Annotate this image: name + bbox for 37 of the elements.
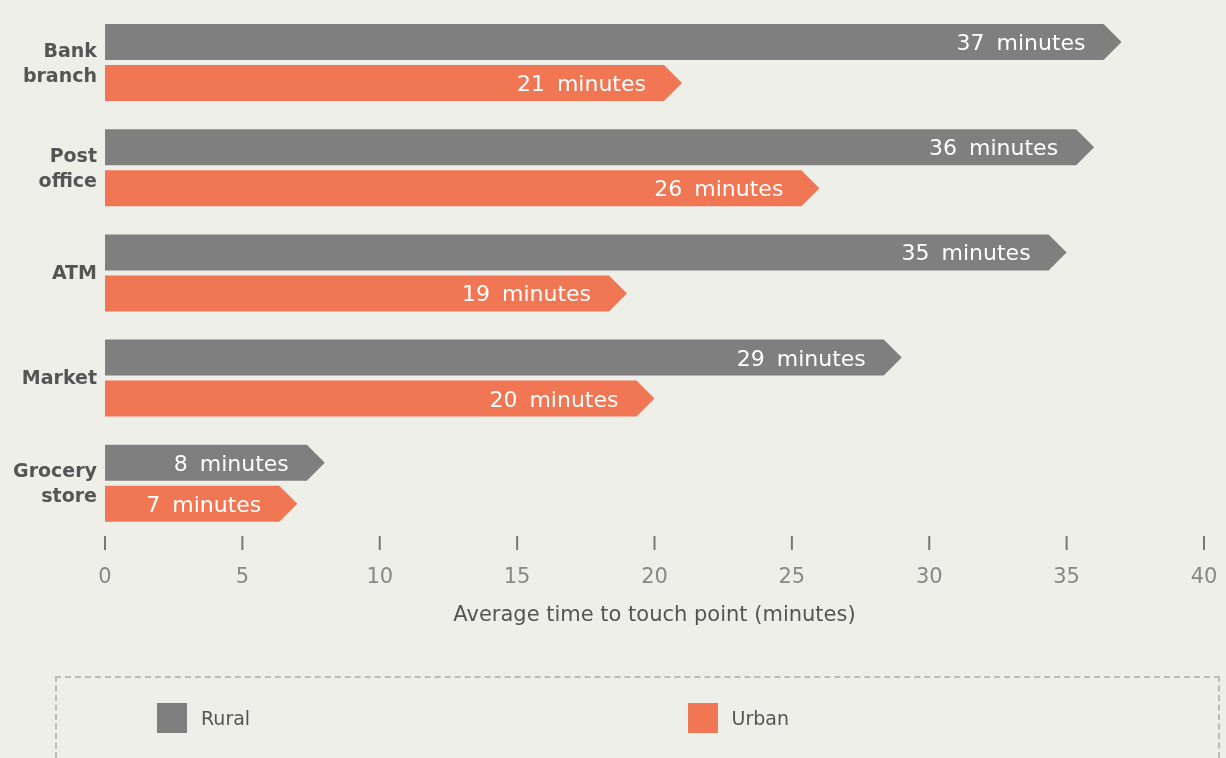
bar — [105, 234, 1067, 271]
legend-label: Rural — [201, 707, 251, 729]
data-label: 36 minutes — [929, 135, 1059, 161]
bar — [105, 24, 1122, 60]
x-tick-label: 5 — [235, 563, 250, 588]
data-label: 21 minutes — [516, 71, 646, 96]
data-label: 8 minutes — [173, 450, 289, 476]
data-label: 37 minutes — [956, 30, 1086, 55]
y-tick-label: Post office — [38, 143, 97, 191]
y-tick-label: Grocery store — [13, 459, 98, 507]
bar — [105, 129, 1095, 166]
data-label: 19 minutes — [461, 281, 592, 307]
y-tick-label: Bank branch — [22, 38, 98, 86]
data-label: 35 minutes — [901, 240, 1031, 266]
bar — [105, 485, 298, 522]
x-tick-label: 30 — [915, 563, 943, 588]
x-tick-label: 25 — [778, 563, 806, 588]
x-tick-label: 40 — [1190, 563, 1218, 588]
bar — [105, 339, 902, 376]
bar — [105, 65, 682, 101]
data-label: 7 minutes — [146, 491, 262, 517]
bar — [105, 444, 325, 481]
y-tick-label: Market — [21, 366, 97, 389]
x-axis-title: Average time to touch point (minutes) — [453, 601, 856, 626]
bar — [105, 380, 655, 417]
x-tick-label: 35 — [1053, 563, 1080, 588]
x-tick-label: 20 — [641, 563, 668, 588]
x-tick-label: 10 — [366, 563, 394, 588]
data-label: 29 minutes — [736, 345, 866, 371]
bar — [105, 275, 628, 312]
data-label: 26 minutes — [654, 176, 784, 202]
y-tick-label: ATM — [51, 261, 97, 283]
x-tick-label: 15 — [503, 563, 531, 588]
bar — [105, 170, 820, 207]
x-tick-label: 0 — [98, 563, 112, 588]
data-label: 20 minutes — [489, 386, 619, 412]
legend-label: Urban — [731, 707, 789, 729]
